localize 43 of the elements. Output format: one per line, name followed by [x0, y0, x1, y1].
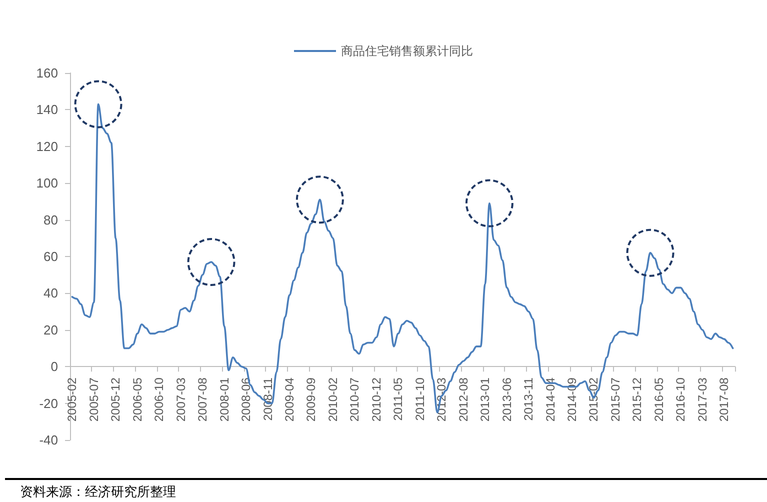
x-tick-label: 2017-08 — [717, 377, 732, 422]
y-tick-label: 0 — [50, 359, 58, 374]
text: 资料来源：经济研究所整理 — [20, 484, 176, 499]
x-tick-label: 2016-05 — [652, 377, 666, 422]
x-tick-label: 2006-10 — [152, 377, 166, 422]
x-tick-label: 2009-09 — [304, 377, 318, 422]
y-tick-label: -20 — [39, 396, 58, 411]
x-tick-label: 2015-02 — [586, 377, 601, 422]
y-tick-label: 80 — [44, 212, 58, 228]
x-tick-label: 2010-07 — [348, 377, 362, 422]
y-tick-label: 40 — [44, 286, 58, 301]
x-tick-label: 2005-12 — [108, 377, 123, 422]
x-tick-label: 2013-06 — [500, 377, 514, 422]
x-tick-label: 2013-11 — [522, 377, 536, 421]
x-tick-label: 2014-09 — [565, 377, 580, 422]
y-tick-label: 120 — [36, 138, 58, 154]
y-tick-label: -40 — [39, 432, 58, 448]
y-tick-label: 100 — [36, 176, 58, 191]
x-tick-label: 2017-03 — [695, 377, 710, 422]
x-tick-label: 2008-11 — [260, 377, 275, 421]
y-tick-label: 160 — [36, 66, 58, 80]
x-tick-label: 2007-08 — [196, 377, 210, 422]
x-tick-label: 2005-07 — [86, 377, 101, 422]
x-tick-label: 2007-03 — [174, 377, 188, 422]
y-tick-label: 60 — [44, 249, 58, 264]
x-tick-label: 2012-08 — [456, 377, 470, 422]
x-tick-label: 2011-10 — [412, 377, 427, 421]
x-tick-label: 2011-05 — [391, 377, 406, 421]
x-tick-label: 2015-12 — [630, 377, 644, 422]
x-tick-label: 2015-07 — [608, 377, 622, 422]
x-tick-label: 2010-12 — [369, 377, 384, 422]
x-tick-label: 2006-05 — [130, 377, 144, 422]
legend-label: 商品住宅销售额累计同比 — [341, 44, 473, 58]
x-tick-label: 2013-01 — [478, 377, 492, 422]
y-tick-label: 140 — [36, 102, 58, 118]
x-tick-label: 2010-02 — [326, 377, 340, 422]
x-tick-label: 2009-04 — [282, 377, 296, 422]
x-tick-label: 2016-10 — [674, 377, 688, 422]
x-tick-label: 2005-02 — [65, 377, 80, 422]
x-tick-label: 2008-01 — [217, 377, 232, 422]
x-tick-label: 2008-06 — [239, 377, 254, 422]
x-tick-label: 2014-04 — [543, 377, 558, 422]
y-tick-label: 20 — [44, 322, 58, 338]
